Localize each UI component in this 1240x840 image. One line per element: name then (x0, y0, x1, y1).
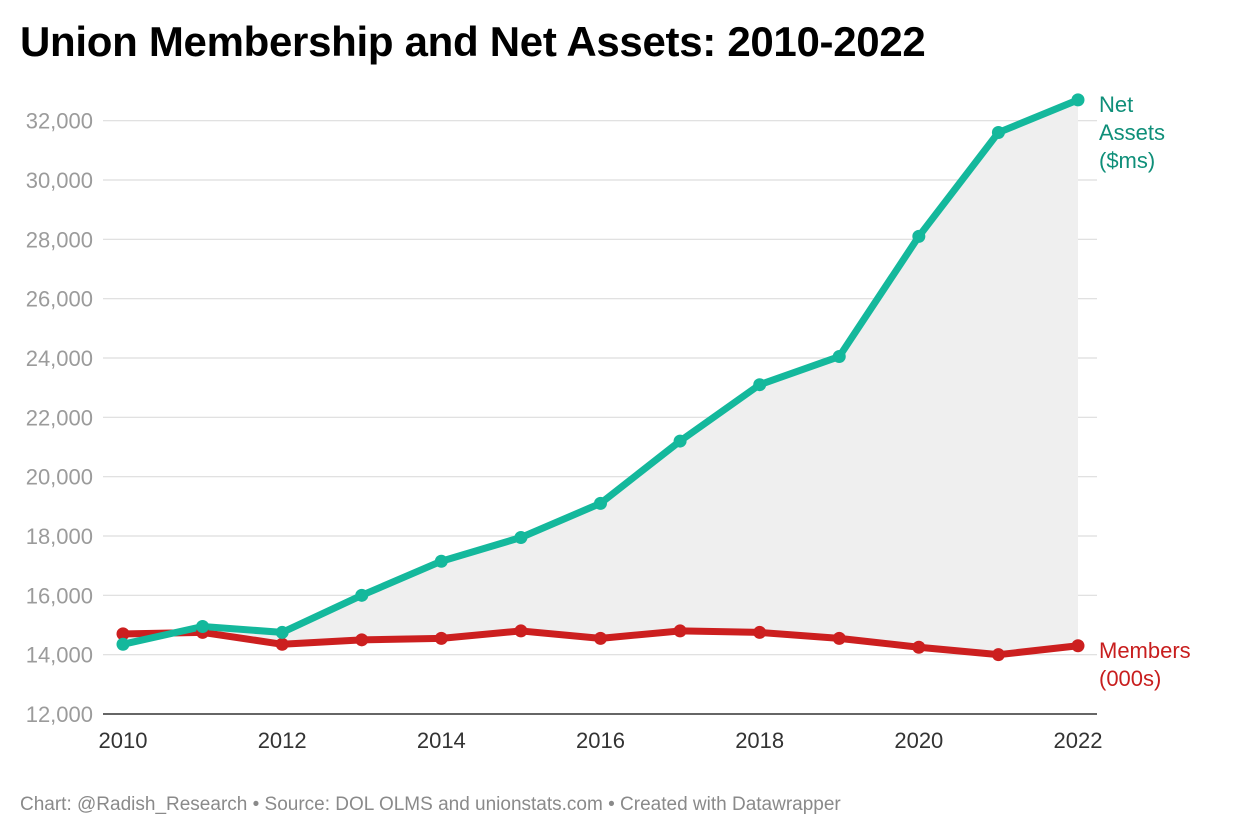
members-point (991, 648, 1005, 662)
y-tick-label: 12,000 (26, 702, 93, 727)
area-between-series (123, 99, 1078, 655)
net-assets-point (116, 637, 130, 651)
members-point (355, 633, 369, 647)
x-tick-label: 2018 (735, 728, 784, 753)
y-tick-label: 22,000 (26, 405, 93, 430)
net-assets-point (434, 554, 448, 568)
net-assets-point (275, 625, 289, 639)
net-assets-point (753, 378, 767, 392)
net-assets-series-label: Assets (1099, 120, 1165, 145)
y-tick-label: 18,000 (26, 524, 93, 549)
net-assets-point (355, 588, 369, 602)
members-point (116, 627, 130, 641)
members-point (1071, 639, 1085, 653)
y-tick-label: 20,000 (26, 465, 93, 490)
y-tick-label: 14,000 (26, 643, 93, 668)
members-series-label: Members (1099, 638, 1191, 663)
net-assets-point (514, 530, 528, 544)
net-assets-point (991, 126, 1005, 140)
y-tick-label: 28,000 (26, 227, 93, 252)
chart-title: Union Membership and Net Assets: 2010-20… (20, 18, 926, 65)
net-assets-point (594, 496, 607, 510)
members-point (434, 631, 448, 645)
net-assets-point (1071, 93, 1085, 107)
y-tick-label: 16,000 (26, 583, 93, 608)
net-assets-series-label: ($ms) (1099, 148, 1155, 173)
net-assets-point (196, 619, 210, 633)
members-point (673, 624, 687, 638)
x-tick-label: 2016 (576, 728, 625, 753)
members-series-label: (000s) (1099, 666, 1161, 691)
y-tick-label: 24,000 (26, 346, 93, 371)
x-tick-label: 2020 (894, 728, 943, 753)
y-axis: 12,000 14,000 16,000 18,000 20,000 22,000 24,0… (26, 109, 93, 727)
chart-footer: Chart: @Radish_Research • Source: DOL OL… (20, 794, 841, 815)
series-labels: Net Assets ($ms) Members (000s) (1099, 92, 1191, 691)
x-tick-label: 2014 (417, 728, 466, 753)
x-tick-label: 2010 (99, 728, 148, 753)
y-tick-label: 32,000 (26, 109, 93, 134)
net-assets-series-label: Net (1099, 92, 1133, 117)
shaded-area (123, 99, 1078, 655)
members-point (832, 631, 846, 645)
members-point (275, 637, 289, 651)
series-points (116, 93, 1085, 662)
members-point (594, 631, 607, 645)
net-assets-point (912, 229, 926, 243)
net-assets-point (832, 350, 846, 364)
x-tick-label: 2022 (1054, 728, 1103, 753)
y-tick-label: 30,000 (26, 168, 93, 193)
net-assets-point (673, 434, 687, 448)
members-point (912, 640, 926, 654)
x-axis: 2010 2012 2014 2016 2018 2020 2022 (99, 728, 1103, 753)
members-point (514, 624, 528, 638)
x-tick-label: 2012 (258, 728, 307, 753)
members-point (753, 625, 767, 639)
y-tick-label: 26,000 (26, 287, 93, 312)
